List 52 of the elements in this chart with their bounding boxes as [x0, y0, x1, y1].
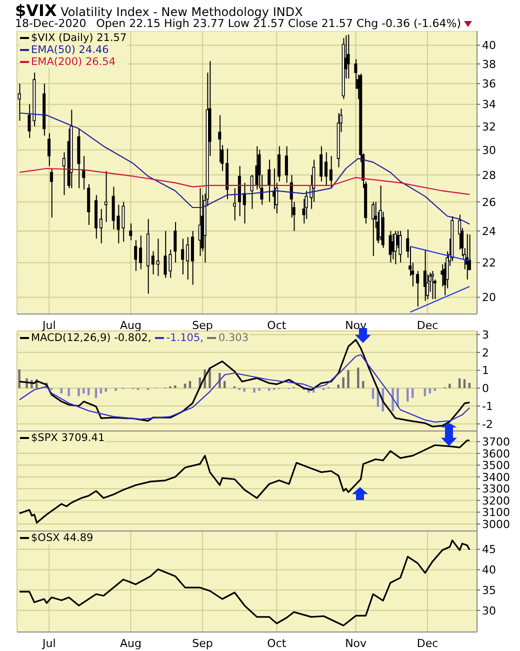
y-tick-label: 1 [482, 364, 489, 378]
y-tick-label: 35 [482, 584, 496, 597]
y-tick-label: 3100 [482, 506, 510, 520]
y-tick-label: 30 [482, 604, 496, 618]
y-tick-label: 3300 [482, 482, 510, 496]
x-tick-label: Dec [416, 636, 438, 650]
x-tick-label: Aug [120, 318, 142, 332]
y-tick-label: -1 [482, 400, 493, 413]
y-tick-label: 34 [482, 98, 496, 112]
y-tick-label: 2 [482, 346, 489, 360]
y-tick-label: 20 [482, 291, 496, 304]
x-tick-label: Sep [192, 318, 213, 332]
y-tick-label: 45 [482, 543, 496, 556]
y-tick-label: 3500 [482, 459, 510, 472]
y-tick-label: 28 [482, 168, 496, 182]
y-tick-label: 3000 [482, 518, 510, 531]
x-tick-label: Sep [192, 636, 213, 650]
y-tick-label: 36 [482, 77, 496, 90]
y-tick-label: 26 [482, 196, 496, 209]
x-tick-label: Dec [416, 318, 438, 332]
y-tick-label: 40 [482, 564, 496, 577]
x-tick-label: Nov [345, 318, 368, 332]
y-tick-label: -2 [482, 418, 493, 431]
y-tick-label: 32 [482, 120, 496, 134]
x-tick-label: Oct [267, 318, 287, 332]
y-tick-label: 3700 [482, 435, 510, 448]
legend-label: -1.105, [166, 332, 204, 344]
y-tick-label: 22 [482, 256, 496, 270]
x-tick-label: Aug [120, 636, 142, 650]
y-tick-label: 0 [482, 382, 489, 396]
legend-label: EMA(200) 26.54 [31, 56, 116, 68]
y-tick-label: 3600 [482, 447, 510, 460]
legend-label: MACD(12,26,9) -0.802, [31, 332, 152, 344]
legend-label: EMA(50) 24.46 [31, 44, 109, 56]
x-tick-label: Nov [345, 636, 368, 650]
legend-label: $SPX 3709.41 [31, 432, 105, 444]
x-tick-label: Jul [42, 318, 56, 332]
y-tick-label: 38 [482, 58, 496, 71]
legend-label: $OSX 44.89 [31, 532, 94, 544]
x-tick-label: Oct [267, 636, 287, 650]
y-tick-label: 30 [482, 144, 496, 157]
y-tick-label: 3200 [482, 494, 510, 508]
chart-subtitle: 18-Dec-2020 [15, 17, 86, 30]
legend-label: $VIX (Daily) 21.57 [31, 32, 127, 44]
y-tick-label: 3 [482, 328, 489, 342]
legend-label: 0.303 [218, 332, 249, 344]
y-tick-label: 40 [482, 39, 496, 52]
x-tick-label: Jul [42, 636, 56, 650]
y-tick-label: 24 [482, 224, 496, 238]
text: Open 22.15 High 23.77 Low 21.57 Close 21.57 Chg -0.36 (-1.64%) [96, 17, 461, 30]
y-tick-label: 3400 [482, 470, 510, 484]
chart-title: $VIX Volatility Index - New Methodology INDX [15, 1, 303, 20]
